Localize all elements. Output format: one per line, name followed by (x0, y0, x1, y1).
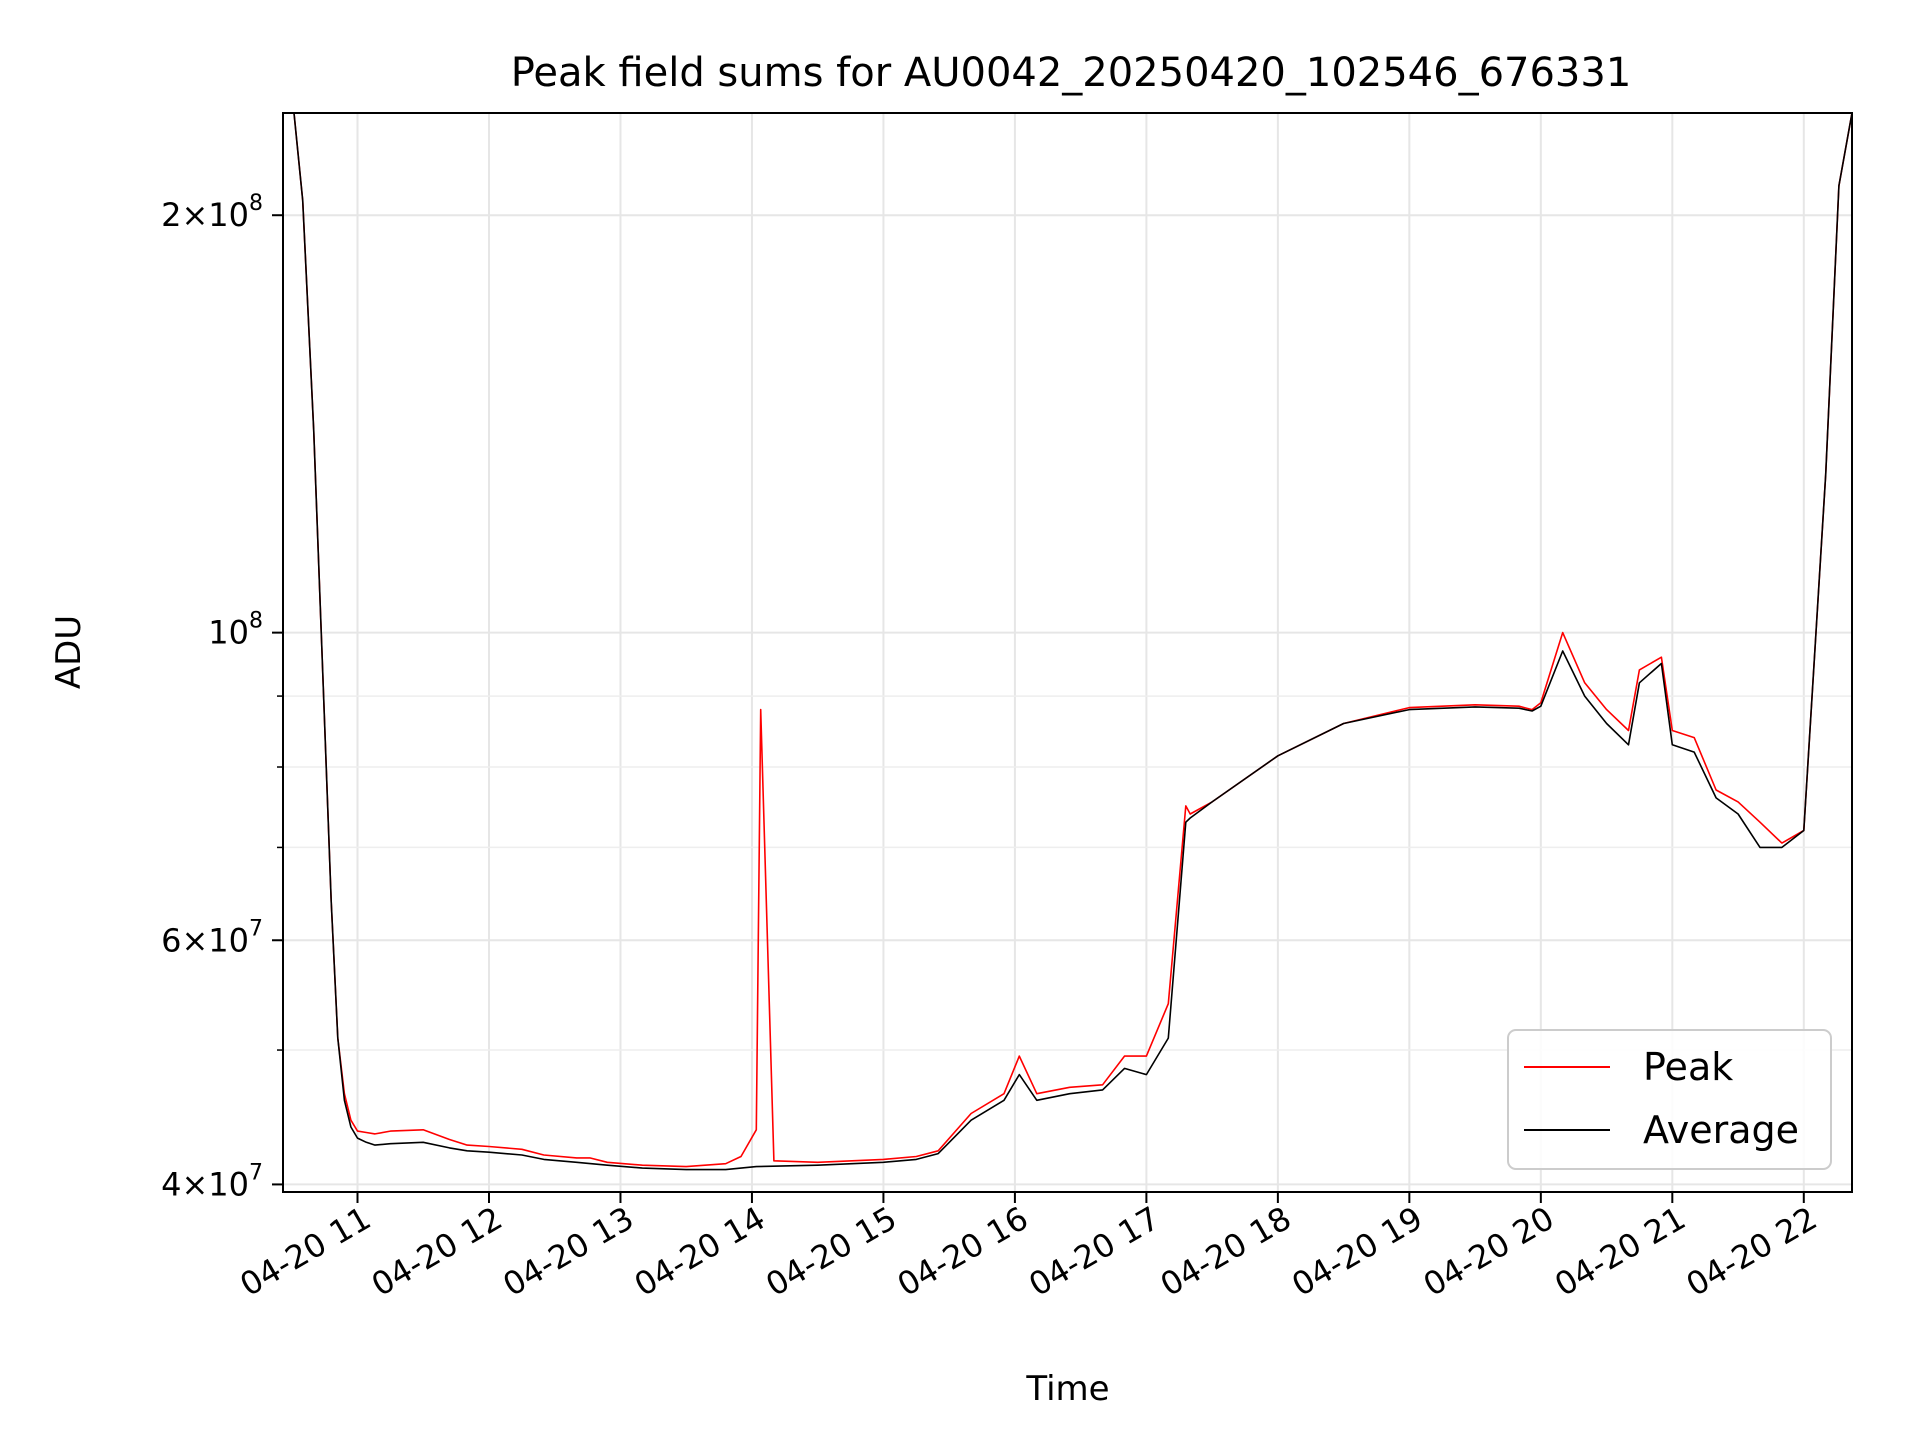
series-layer (283, 113, 1852, 1171)
legend-box (1507, 1029, 1832, 1170)
y-axis-label: ADU (49, 615, 89, 689)
x-tick-label: 04-20 20 (1417, 1199, 1561, 1304)
y-tick-label: 4×107 (161, 1160, 263, 1203)
grid (283, 113, 1852, 1192)
x-tick-label: 04-20 18 (1154, 1199, 1298, 1304)
x-tick-label: 04-20 16 (891, 1199, 1035, 1304)
series-line-average (283, 113, 1852, 1171)
x-tick-label: 04-20 14 (628, 1199, 772, 1304)
y-tick-label: 6×107 (161, 916, 263, 959)
x-tick-label: 04-20 21 (1548, 1199, 1692, 1304)
x-tick-label: 04-20 11 (233, 1199, 377, 1304)
x-tick-label: 04-20 17 (1022, 1199, 1166, 1304)
y-tick-label: 108 (208, 609, 263, 652)
legend-average-label: Average (1643, 1108, 1799, 1152)
legend: Peak Average (1507, 1029, 1832, 1170)
x-tick-label: 04-20 22 (1680, 1199, 1824, 1304)
y-axis: 4×107 6×107 108 2×108 (161, 191, 283, 1203)
chart-title: Peak field sums for AU0042_20250420_1025… (511, 50, 1632, 96)
plot-frame (282, 112, 1853, 1193)
legend-peak-label: Peak (1643, 1045, 1733, 1089)
series-line-peak (283, 113, 1852, 1168)
x-tick-label: 04-20 19 (1285, 1199, 1429, 1304)
x-tick-label: 04-20 12 (365, 1199, 509, 1304)
x-axis-label: Time (1025, 1369, 1109, 1409)
y-tick-label: 2×108 (161, 191, 263, 234)
x-tick-label: 04-20 15 (759, 1199, 903, 1304)
x-tick-label: 04-20 13 (496, 1199, 640, 1304)
